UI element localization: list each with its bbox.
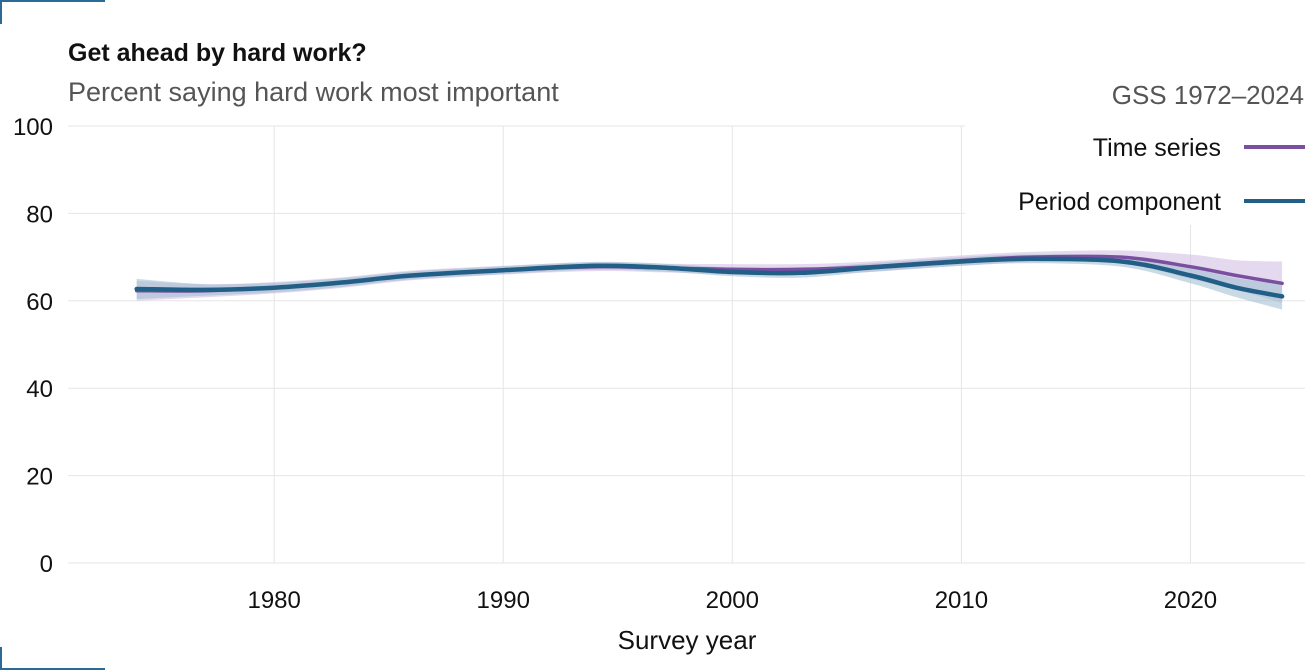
legend-label-time-series: Time series bbox=[1093, 134, 1221, 162]
legend-title: GSS 1972–2024 bbox=[1112, 80, 1304, 110]
corner-mark-top-left bbox=[0, 0, 105, 24]
y-tick-label-80: 80 bbox=[26, 201, 53, 228]
x-tick-label-2020: 2020 bbox=[1164, 587, 1217, 614]
series-lines bbox=[134, 254, 1285, 299]
y-axis-ticks: 0 20 40 60 80 100 bbox=[13, 114, 53, 578]
y-tick-label-20: 20 bbox=[26, 464, 53, 491]
x-tick-label-2010: 2010 bbox=[935, 587, 988, 614]
y-tick-label-100: 100 bbox=[13, 114, 53, 141]
x-tick-label-2000: 2000 bbox=[706, 587, 759, 614]
x-axis-label: Survey year bbox=[618, 625, 757, 655]
chart-subtitle: Percent saying hard work most important bbox=[68, 77, 559, 107]
y-tick-label-0: 0 bbox=[40, 551, 53, 578]
y-tick-label-40: 40 bbox=[26, 376, 53, 403]
grid bbox=[68, 125, 1305, 564]
corner-mark-bottom-left bbox=[0, 647, 105, 670]
x-tick-label-1980: 1980 bbox=[247, 587, 300, 614]
line-period-component bbox=[134, 256, 1285, 299]
legend: GSS 1972–2024 Time series Period compone… bbox=[965, 70, 1305, 225]
y-tick-label-60: 60 bbox=[26, 289, 53, 316]
x-tick-label-1990: 1990 bbox=[477, 587, 530, 614]
x-axis-ticks: 1980 1990 2000 2010 2020 bbox=[247, 587, 1217, 614]
chart-title: Get ahead by hard work? bbox=[68, 39, 367, 67]
corner-marks bbox=[0, 0, 105, 670]
legend-label-period-component: Period component bbox=[1018, 188, 1221, 216]
